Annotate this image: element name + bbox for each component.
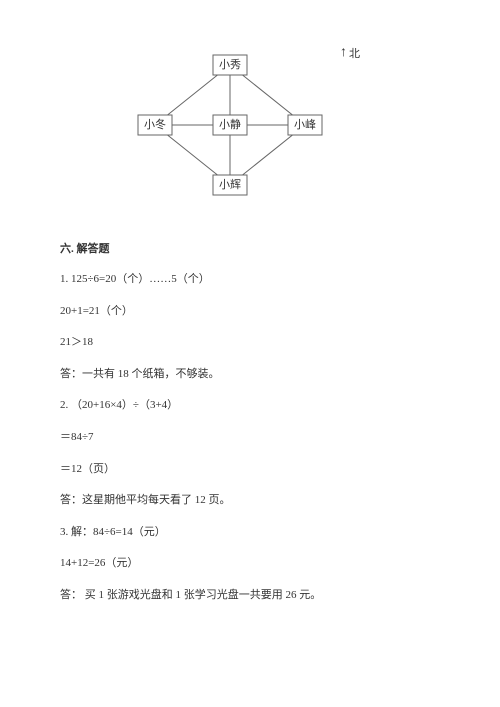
answer-lines: 1. 125÷6=20（个）……5（个） 20+1=21（个） 21＞18 答：一共有…: [60, 271, 450, 605]
relationship-diagram: 小秀小冬 小静 小峰小辉: [120, 40, 340, 210]
diagram-container: ↑ 北 小秀小冬 小静 小峰小辉: [120, 40, 370, 210]
node-label: 小秀: [219, 58, 241, 71]
text-line: 答：一共有 18 个纸箱，不够装。: [60, 366, 450, 384]
text-line: ＝12（页）: [60, 461, 450, 479]
text-line: 1. 125÷6=20（个）……5（个）: [60, 271, 450, 289]
node-label: 小冬: [144, 117, 166, 131]
text-line: 20+1=21（个）: [60, 303, 450, 321]
text-line: ＝84÷7: [60, 429, 450, 447]
text-line: 2. （20+16×4）÷（3+4）: [60, 397, 450, 415]
node-label: 小辉: [219, 178, 241, 191]
section-title: 六. 解答题: [60, 240, 450, 256]
text-line: 14+12=26（元）: [60, 555, 450, 573]
text-line: 答： 买 1 张游戏光盘和 1 张学习光盘一共要用 26 元。: [60, 587, 450, 605]
text-line: 3. 解：84÷6=14（元）: [60, 524, 450, 542]
node-label: 小静: [219, 117, 241, 131]
north-arrow-icon: ↑: [340, 45, 347, 61]
north-indicator: ↑ 北: [340, 45, 360, 61]
text-line: 答：这星期他平均每天看了 12 页。: [60, 492, 450, 510]
north-label: 北: [349, 45, 360, 61]
node-label: 小峰: [294, 118, 316, 131]
text-line: 21＞18: [60, 334, 450, 352]
